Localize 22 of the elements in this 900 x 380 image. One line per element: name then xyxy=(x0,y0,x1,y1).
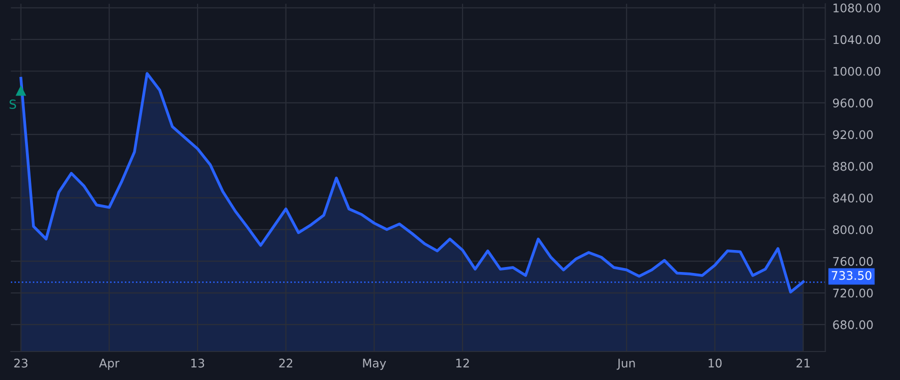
annotation: S xyxy=(10,99,16,109)
x-tick-label: 12 xyxy=(456,358,469,368)
x-tick-label: May xyxy=(363,358,386,370)
x-tick-label: Jun xyxy=(616,358,635,370)
y-tick-label: 1040.00 xyxy=(834,35,880,44)
y-tick-label: 680.00 xyxy=(833,320,873,330)
x-tick-label: 10 xyxy=(708,358,722,368)
x-tick-label: 22 xyxy=(279,358,292,368)
y-tick-label: 840.00 xyxy=(833,194,873,202)
x-tick-label: 23 xyxy=(14,358,28,368)
y-tick-label: 1080.00 xyxy=(834,3,880,12)
y-tick-label: 760.00 xyxy=(833,256,873,266)
y-tick-label: 800.00 xyxy=(833,225,873,234)
x-tick-label: 21 xyxy=(796,358,810,368)
ref-line-label: 733.50 xyxy=(832,270,872,280)
y-tick-label: 1000.00 xyxy=(834,66,880,76)
x-tick-label: 13 xyxy=(191,358,204,368)
x-tick-label: Apr xyxy=(99,358,120,370)
y-tick-label: 920.00 xyxy=(832,130,873,140)
y-tick-label: 880.00 xyxy=(833,162,873,171)
y-tick-label: 960.00 xyxy=(832,98,873,108)
y-tick-label: 720.00 xyxy=(833,288,873,298)
